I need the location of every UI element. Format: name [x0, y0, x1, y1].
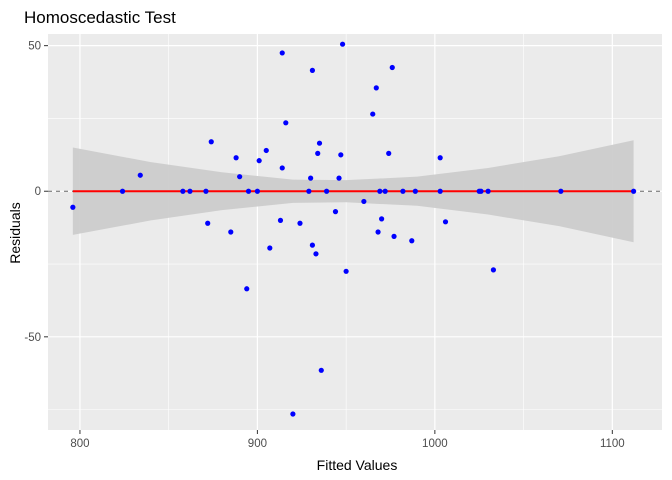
data-point	[478, 188, 484, 194]
x-tick-label: 1100	[600, 438, 625, 450]
data-point	[203, 188, 209, 194]
x-tick-label: 1000	[422, 438, 448, 450]
y-axis-title: Residuals	[7, 202, 23, 263]
data-point	[386, 150, 392, 156]
data-point	[318, 367, 324, 373]
data-point	[137, 172, 143, 178]
data-point	[558, 188, 564, 194]
data-point	[277, 217, 284, 223]
data-point	[228, 229, 234, 235]
data-point	[208, 139, 214, 145]
data-point	[361, 198, 367, 205]
y-tick-label: 0	[35, 186, 41, 198]
residual-points	[70, 41, 637, 417]
x-tick-label: 900	[248, 438, 267, 450]
data-point	[187, 188, 193, 194]
data-point	[389, 64, 395, 71]
data-point	[409, 238, 415, 244]
data-point	[279, 165, 285, 171]
y-tick-label: 50	[28, 41, 41, 53]
data-point	[245, 188, 252, 194]
data-point	[631, 188, 637, 194]
data-point	[437, 188, 443, 194]
data-point	[313, 251, 319, 257]
data-point	[119, 188, 126, 194]
data-point	[400, 188, 406, 194]
data-point	[412, 188, 418, 194]
data-point	[254, 188, 260, 194]
data-point	[338, 152, 344, 158]
data-point	[375, 229, 381, 235]
data-point	[332, 209, 339, 215]
data-point	[263, 147, 269, 154]
data-point	[180, 188, 186, 194]
y-axis-ticks: -50 0 50	[24, 41, 48, 344]
data-point	[336, 175, 342, 181]
data-point	[379, 216, 385, 222]
x-tick-label: 800	[70, 438, 89, 450]
data-point	[370, 111, 376, 117]
data-point	[442, 219, 449, 225]
chart-title: Homoscedastic Test	[24, 8, 176, 27]
data-point	[297, 220, 303, 226]
data-point	[382, 188, 388, 194]
data-point	[205, 220, 211, 226]
data-point	[343, 268, 349, 274]
data-point	[309, 242, 316, 248]
data-point	[373, 85, 379, 91]
data-point	[437, 155, 443, 161]
plot-panel	[48, 34, 662, 430]
data-point	[233, 155, 239, 161]
data-point	[290, 411, 296, 417]
data-point	[391, 233, 397, 239]
minor-gridlines	[48, 34, 662, 430]
data-point	[279, 50, 285, 56]
data-point	[316, 140, 323, 146]
data-point	[256, 158, 262, 164]
x-axis-ticks: 800 900 1000 1100	[70, 430, 625, 450]
data-point	[485, 188, 491, 194]
y-tick-label: -50	[24, 332, 41, 344]
data-point	[237, 174, 243, 180]
data-point	[309, 67, 316, 73]
data-point	[306, 188, 312, 194]
data-point	[308, 175, 314, 181]
data-point	[283, 120, 289, 126]
data-point	[267, 245, 273, 251]
data-point	[244, 286, 250, 292]
data-point	[324, 188, 330, 194]
data-point	[315, 150, 321, 156]
data-point	[490, 267, 497, 273]
data-point	[70, 204, 76, 210]
data-point	[339, 41, 346, 47]
data-point	[377, 188, 383, 194]
x-axis-title: Fitted Values	[317, 457, 398, 473]
